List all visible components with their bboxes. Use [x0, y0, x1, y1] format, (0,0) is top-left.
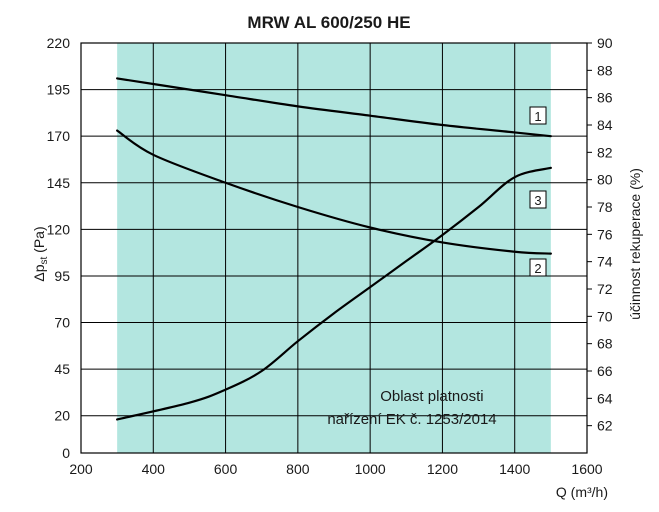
y-right-tick-label-0: 62: [597, 418, 613, 434]
series-label-1: 1: [534, 109, 541, 124]
x-axis-label: Q (m³/h): [556, 484, 608, 500]
x-tick-label-6: 1400: [499, 461, 530, 477]
series-line-1: [116, 77, 552, 138]
shaded-region-label-line-2: nařízení EK č. 1253/2014: [327, 411, 496, 428]
y-right-tick-label-5: 72: [597, 281, 613, 297]
y-left-axis-label: Δpst (Pa): [31, 226, 50, 281]
y-left-axis-label-suffix: (Pa): [31, 226, 47, 256]
y-right-tick-label-6: 74: [597, 254, 613, 270]
x-tick-label-4: 1000: [355, 461, 386, 477]
series-label-box-2: [529, 258, 547, 277]
x-tick-label-2: 600: [214, 461, 238, 477]
x-tick-label-3: 800: [286, 461, 310, 477]
x-tick-label-5: 1200: [427, 461, 458, 477]
shaded-region-label-line-1: Oblast platnosti: [380, 388, 483, 405]
series-label-3: 3: [534, 193, 541, 208]
y-right-tick-label-2: 66: [597, 363, 613, 379]
y-right-axis-label: účinnost rekuperace (%): [627, 168, 643, 320]
y-right-tick-label-13: 88: [597, 62, 613, 78]
x-tick-label-0: 200: [69, 461, 93, 477]
x-tick-label-1: 400: [142, 461, 166, 477]
y-right-tick-label-11: 84: [597, 117, 613, 133]
y-left-tick-label-9: 220: [47, 35, 71, 51]
y-left-tick-label-1: 20: [54, 408, 70, 424]
y-left-tick-label-6: 145: [47, 175, 71, 191]
y-left-axis-label-prefix: Δp: [31, 264, 47, 281]
y-left-tick-label-0: 0: [62, 445, 70, 461]
label-layer: 1 2 3: [529, 106, 547, 277]
series-line-3: [116, 166, 552, 421]
y-right-tick-label-4: 70: [597, 308, 613, 324]
shaded-region-label: Oblast platnosti nařízení EK č. 1253/201…: [327, 388, 496, 428]
y-right-tick-label-12: 86: [597, 90, 613, 106]
series-label-2: 2: [534, 261, 541, 276]
y-left-tick-label-8: 195: [47, 82, 71, 98]
chart-title: MRW AL 600/250 HE: [247, 13, 410, 32]
y-left-axis-label-subscript: st: [39, 256, 50, 264]
plot-frame: [80, 42, 588, 454]
y-left-tick-label-5: 120: [47, 221, 71, 237]
y-right-tick-label-7: 76: [597, 226, 613, 242]
series-line-2: [116, 129, 552, 255]
series-layer: [116, 77, 552, 421]
y-left-tick-label-3: 70: [54, 315, 70, 331]
y-left-tick-label-4: 95: [54, 268, 70, 284]
y-right-tick-label-10: 82: [597, 144, 613, 160]
axis-layer: 200 400 600 800 1000 1200 1400 1600 0 20 45 70 95 120…: [47, 35, 613, 477]
y-right-tick-label-1: 64: [597, 390, 613, 406]
y-right-tick-label-8: 78: [597, 199, 613, 215]
y-right-tick-label-9: 80: [597, 172, 613, 188]
y-right-tick-label-3: 68: [597, 336, 613, 352]
x-tick-label-7: 1600: [571, 461, 602, 477]
series-label-box-1: [529, 106, 547, 125]
series-label-box-3: [529, 190, 547, 209]
y-right-tick-label-14: 90: [597, 35, 613, 51]
y-left-tick-label-7: 170: [47, 128, 71, 144]
y-left-tick-label-2: 45: [54, 361, 70, 377]
